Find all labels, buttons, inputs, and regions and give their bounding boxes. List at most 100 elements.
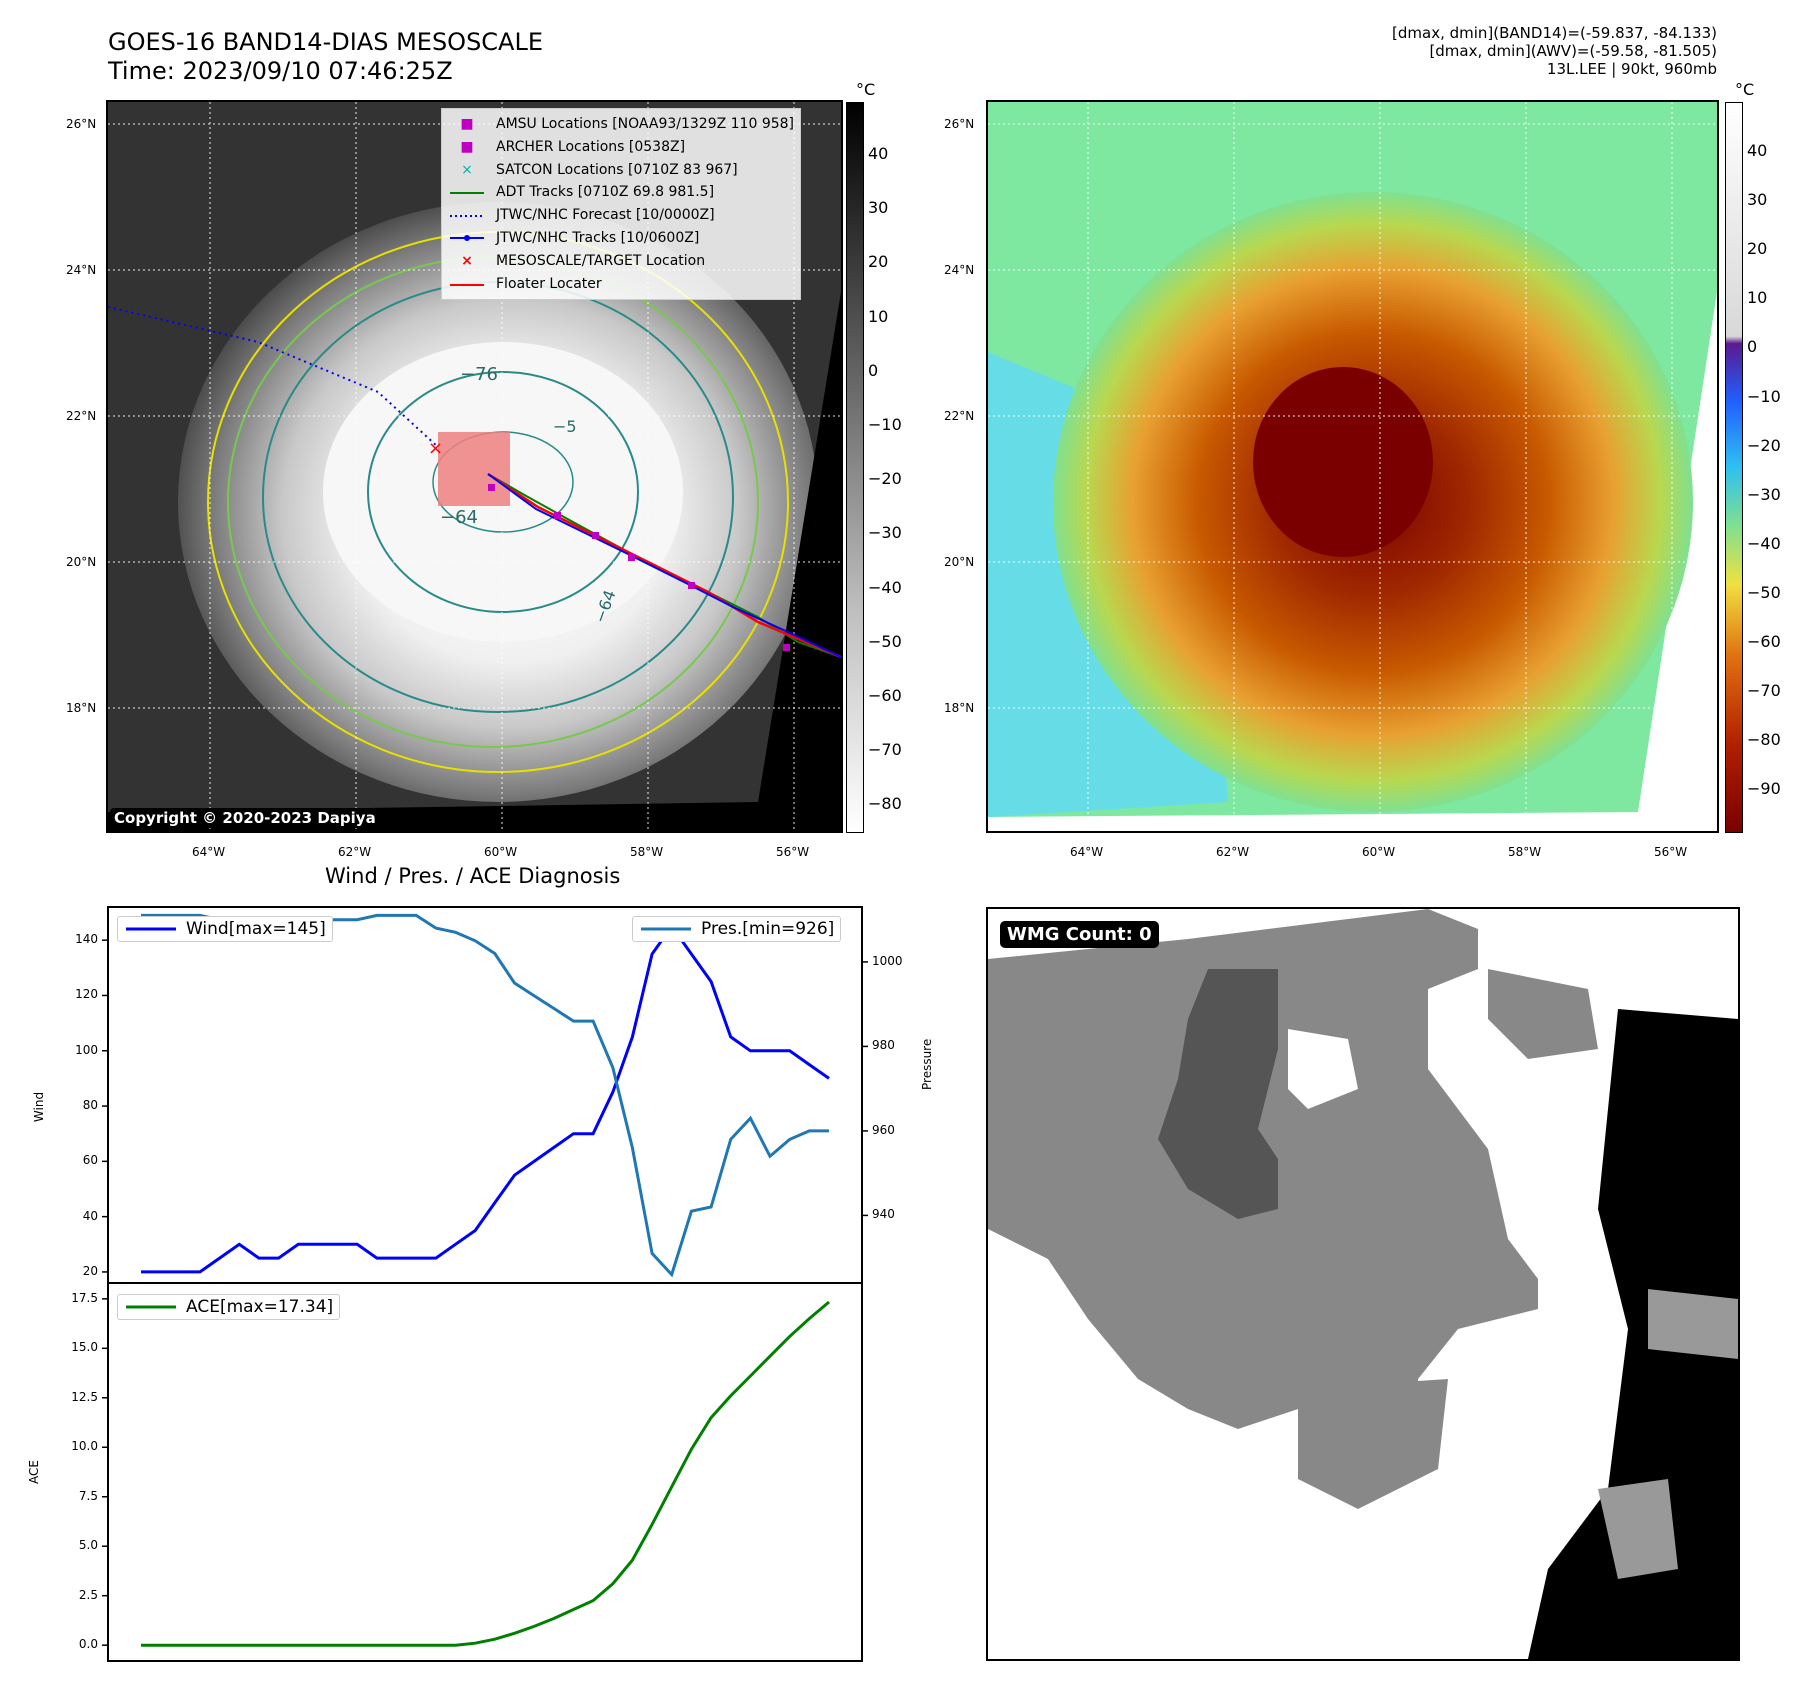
left-colorbar-tick-label: −20 — [868, 469, 902, 489]
x-icon: × — [461, 252, 473, 269]
lon-label: 62°W — [338, 845, 372, 859]
ace-tick-label: 0.0 — [78, 1637, 98, 1652]
wind-tick-label: 60 — [82, 1153, 98, 1168]
meta-storm: 13L.LEE | 90kt, 960mb — [1546, 60, 1717, 78]
lat-label: 24°N — [944, 263, 975, 277]
legend-target: × MESOSCALE/TARGET Location — [448, 250, 794, 273]
ace-tick-label: 10.0 — [71, 1439, 98, 1454]
wind-tick-label: 120 — [75, 987, 98, 1002]
legend-amsu: ■ AMSU Locations [NOAA93/1329Z 110 958] — [448, 113, 794, 136]
left-colorbar-tick-label: −70 — [868, 740, 902, 760]
left-colorbar-unit: °C — [856, 80, 876, 99]
svg-text:×: × — [428, 438, 443, 459]
right-colorbar-tick-label: −50 — [1747, 582, 1781, 602]
left-colorbar-tick-label: 30 — [868, 198, 889, 218]
line-icon — [126, 927, 176, 931]
left-colorbar-tick-label: 0 — [868, 360, 879, 380]
title-line-time: Time: 2023/09/10 07:46:25Z — [108, 57, 453, 85]
legend-floater: Floater Locater — [448, 273, 794, 296]
line-icon — [126, 1305, 176, 1309]
enhanced-map-image — [988, 102, 1717, 831]
right-colorbar-tick-label: 40 — [1747, 141, 1768, 160]
pressure-tick-label: 960 — [872, 1122, 895, 1137]
pressure-tick-label: 940 — [872, 1207, 895, 1222]
lat-label: 22°N — [944, 409, 975, 423]
pressure-series-line — [141, 913, 829, 1278]
x-icon: × — [461, 161, 473, 178]
right-colorbar-tick-label: −30 — [1747, 484, 1781, 504]
wind-tick-label: 40 — [82, 1208, 98, 1223]
left-colorbar-tick-label: −30 — [868, 523, 902, 543]
left-colorbar-tick-label: −80 — [868, 794, 902, 814]
lon-label: 64°W — [192, 845, 226, 859]
wmg-image — [988, 909, 1738, 1659]
contour-label-d: −5 — [553, 417, 577, 436]
ace-axis-label: ACE — [26, 1460, 41, 1484]
lon-label: 60°W — [484, 845, 518, 859]
ace-series-line — [141, 1300, 830, 1647]
left-colorbar-tick-label: −10 — [868, 415, 902, 434]
lon-label: 62°W — [1216, 845, 1250, 859]
square-icon: ■ — [460, 138, 474, 155]
wmg-count-badge: WMG Count: 0 — [1000, 921, 1159, 948]
lon-label: 60°W — [1362, 845, 1396, 859]
right-colorbar-tick-label: 30 — [1747, 190, 1768, 210]
storm-metadata: [dmax, dmin](BAND14)=(-59.837, -84.133) … — [1392, 24, 1717, 78]
meta-band14: [dmax, dmin](BAND14)=(-59.837, -84.133) — [1392, 24, 1717, 42]
ace-tick-label: 17.5 — [71, 1290, 98, 1305]
legend-forecast: JTWC/NHC Forecast [10/0000Z] — [448, 204, 794, 227]
ace-tick-label: 5.0 — [78, 1538, 98, 1553]
lat-label: 26°N — [944, 117, 975, 131]
lon-label: 58°W — [1508, 845, 1542, 859]
wind-series-line — [141, 923, 830, 1274]
left-colorbar-tick-label: −50 — [868, 631, 902, 651]
left-colorbar-tick-label: −60 — [868, 686, 902, 705]
wind-tick-label: 20 — [82, 1263, 98, 1278]
title-line-product: GOES-16 BAND14-DIAS MESOSCALE — [108, 28, 544, 56]
right-colorbar-tick-label: −90 — [1747, 779, 1781, 799]
wind-tick-label: 100 — [75, 1042, 98, 1057]
pressure-tick-label: 980 — [872, 1038, 895, 1053]
wmg-panel: WMG Count: 0 — [986, 907, 1740, 1661]
enhanced-map-panel — [986, 100, 1719, 833]
left-colorbar-tick-label: 20 — [868, 252, 889, 272]
pressure-legend: Pres.[min=926] — [632, 916, 842, 942]
contour-label-b: −64 — [440, 507, 478, 528]
left-colorbar — [846, 102, 864, 833]
meta-awv: [dmax, dmin](AWV)=(-59.58, -81.505) — [1429, 42, 1717, 60]
right-colorbar-tick-label: −60 — [1747, 632, 1781, 651]
line-icon — [448, 273, 486, 296]
right-colorbar-tick-label: −20 — [1747, 435, 1781, 455]
right-colorbar-tick-label: −80 — [1747, 730, 1781, 750]
legend-adt: ADT Tracks [0710Z 69.8 981.5] — [448, 181, 794, 204]
right-colorbar-tick-label: 10 — [1747, 288, 1768, 308]
left-colorbar-tick-label: 10 — [868, 306, 889, 326]
map-legend: ■ AMSU Locations [NOAA93/1329Z 110 958] ■… — [441, 108, 802, 301]
lat-label: 26°N — [66, 117, 97, 131]
legend-archer: ■ ARCHER Locations [0538Z] — [448, 136, 794, 159]
pressure-tick-label: 1000 — [872, 953, 903, 968]
map-title: GOES-16 BAND14-DIAS MESOSCALE Time: 2023… — [108, 28, 543, 86]
right-colorbar-tick-label: −10 — [1747, 386, 1781, 406]
lat-label: 22°N — [66, 409, 97, 423]
dotted-line-icon — [448, 204, 486, 227]
ir-map-panel: × −76 −64 −64 −5 ■ AMSU Locations [NOAA93… — [106, 100, 843, 833]
right-colorbar-unit: °C — [1735, 80, 1755, 99]
line-dot-icon — [448, 227, 486, 250]
ace-tick-label: 7.5 — [78, 1488, 98, 1503]
line-icon — [641, 927, 691, 931]
floater-target-box — [438, 432, 510, 506]
right-colorbar-tick-label: −40 — [1747, 533, 1781, 553]
square-icon: ■ — [460, 116, 474, 132]
ace-tick-label: 2.5 — [78, 1587, 98, 1602]
lon-label: 58°W — [630, 845, 664, 859]
lat-label: 18°N — [944, 701, 975, 715]
wind-tick-label: 140 — [75, 932, 98, 947]
lat-label: 24°N — [66, 263, 97, 277]
right-colorbar-tick-label: −70 — [1747, 681, 1781, 701]
right-colorbar-tick-label: 20 — [1747, 239, 1768, 259]
right-colorbar — [1725, 102, 1743, 833]
right-colorbar-tick-label: 0 — [1747, 337, 1758, 357]
wind-tick-label: 80 — [82, 1098, 98, 1113]
